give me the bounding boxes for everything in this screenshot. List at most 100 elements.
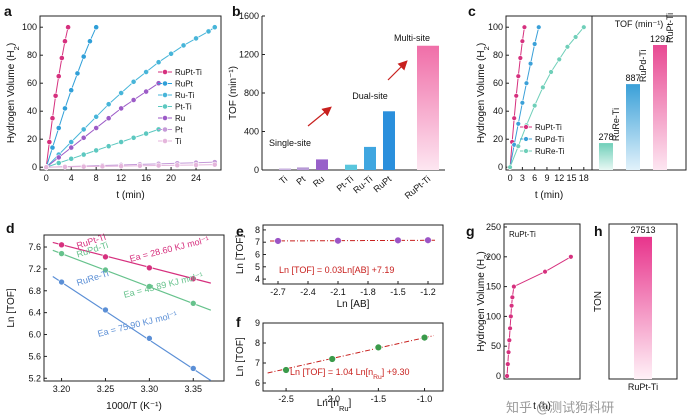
legend-marker <box>162 69 168 75</box>
y-tick-label: 40 <box>493 106 503 116</box>
y-tick-label: 6 <box>255 378 260 388</box>
panel-label: a <box>4 3 12 19</box>
data-point <box>513 93 519 99</box>
data-point <box>58 250 65 257</box>
data-point <box>102 306 109 314</box>
data-point <box>531 102 538 109</box>
data-point <box>118 139 125 145</box>
series-line <box>509 26 585 168</box>
data-point <box>93 113 100 120</box>
panel-a: a 0 20 40 60 80 100 0 4 8 12 16 20 24 t (min) Hydrogen … <box>4 3 222 201</box>
data-point <box>168 50 174 57</box>
data-point <box>282 366 290 374</box>
data-point <box>102 253 109 261</box>
y-tick-label: 7.2 <box>28 264 41 274</box>
y-tick-label: 60 <box>27 78 37 88</box>
data-point <box>509 294 516 301</box>
data-point <box>146 264 153 272</box>
legend-label: Ru-Ti <box>175 91 194 100</box>
data-point <box>74 70 81 77</box>
data-point <box>536 24 542 30</box>
x-tick-label: -1.2 <box>420 287 436 297</box>
data-point <box>68 144 75 151</box>
x-tick-label: 3 <box>520 173 525 183</box>
x-tick-label: -1.0 <box>417 394 433 404</box>
bar-Ru <box>316 159 328 170</box>
data-point <box>515 73 521 79</box>
legend-marker <box>162 103 168 110</box>
data-point <box>130 97 137 103</box>
x-tick-label: 15 <box>567 173 577 183</box>
plot-frame <box>262 322 444 392</box>
data-point <box>130 78 137 85</box>
y-tick-label: 5 <box>255 262 260 272</box>
x-tick-label: -2.1 <box>330 287 346 297</box>
y-tick-label: 40 <box>27 106 37 116</box>
data-point <box>506 337 513 343</box>
legend-marker <box>162 80 168 87</box>
y-tick-label: 7 <box>255 358 260 368</box>
y-tick-label: 80 <box>493 50 503 60</box>
panel-g: g 0 50 100 150 200 250 t (h) Hydrogen Volume (H2… <box>466 222 581 412</box>
x-tick-label: 20 <box>166 173 176 183</box>
panel-h: h TON 27513 RuPt-Ti <box>593 223 678 392</box>
legend-marker <box>162 115 168 121</box>
annotation-multi-site: Multi-site <box>394 33 430 43</box>
category-label: Pt <box>294 174 307 187</box>
x-tick-label: 0 <box>508 173 513 183</box>
data-point <box>189 275 197 283</box>
x-tick-label: -1.5 <box>371 394 387 404</box>
data-point <box>55 154 62 161</box>
data-point <box>68 87 75 94</box>
y-axis-label: TOF (min⁻¹) <box>228 66 239 120</box>
data-point <box>93 24 100 31</box>
y-tick-label: 1600 <box>239 11 259 21</box>
x-tick-label: -1.8 <box>360 287 376 297</box>
y-tick-label: 7.6 <box>28 242 41 252</box>
x-tick-label: 3.20 <box>53 384 71 394</box>
series-Ru <box>43 80 162 171</box>
data-point <box>80 163 87 170</box>
plot-frame <box>39 15 222 171</box>
data-point <box>52 92 59 99</box>
data-point <box>515 121 521 127</box>
x-axis-label: 1000/T (K⁻¹) <box>106 401 162 412</box>
y-tick-label: 0 <box>498 162 503 172</box>
x-tick-label: 24 <box>191 173 201 183</box>
panel-d: d 5.2 5.6 6.0 6.4 6.8 7.2 7.6 3.20 3.25 3.30 3.35 10… <box>6 220 225 412</box>
fit-equation: Ln [TOF] = 0.03Ln[AB] +7.19 <box>279 265 394 275</box>
series-label: RuRe-Ti <box>75 268 110 288</box>
data-point <box>581 24 587 30</box>
activation-energy-label: Ea = 43.89 KJ mol⁻¹ <box>123 270 205 299</box>
legend-label: RuPt <box>175 80 194 89</box>
data-point <box>519 38 526 44</box>
bar-Pt-Ti <box>345 164 357 170</box>
inset-category-label: RuPt-Ti <box>665 13 675 43</box>
activation-energy-label: Ea = 28.60 KJ mol⁻¹ <box>129 234 211 263</box>
data-point <box>118 105 125 112</box>
fit-line <box>267 335 434 374</box>
category-label: Ti <box>277 174 289 186</box>
data-point <box>523 80 530 86</box>
plot-frame <box>503 223 581 380</box>
inset-bar-RuPd-Ti <box>626 84 640 170</box>
data-point <box>58 241 65 249</box>
x-tick-label: -2.5 <box>278 394 294 404</box>
y-axis-label: TON <box>593 291 604 312</box>
series-RuPt <box>43 24 100 171</box>
series-line <box>509 27 540 168</box>
inset-value-label: 887 <box>625 73 640 83</box>
x-tick-label: 18 <box>579 173 589 183</box>
data-point <box>542 268 548 275</box>
inset-bar-RuPt-Ti <box>653 45 667 170</box>
plot-frame <box>43 234 225 382</box>
y-tick-label: 6.0 <box>28 330 41 340</box>
x-tick-label: -2.7 <box>270 287 286 297</box>
y-tick-label: 200 <box>486 252 501 262</box>
x-tick-label: 4 <box>69 173 74 183</box>
fit-line <box>52 241 211 284</box>
inset-category-label: RuRe-Ti <box>611 108 621 141</box>
